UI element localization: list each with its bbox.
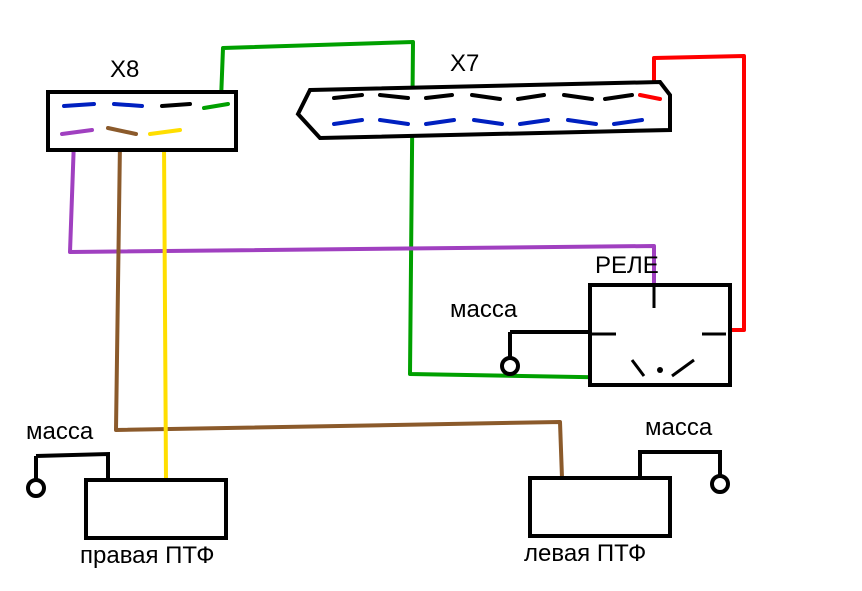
label-ground-left-fog: масса <box>645 414 712 442</box>
connector-x8 <box>48 92 236 150</box>
ground-left-fog <box>640 452 728 492</box>
diagram-svg <box>0 0 862 591</box>
wire-green <box>221 42 638 384</box>
label-x7: X7 <box>450 50 479 78</box>
relay-block <box>590 285 730 385</box>
label-ground-right-fog: масса <box>26 418 93 446</box>
ground-right-fog <box>28 454 108 496</box>
ground-relay <box>502 332 590 374</box>
connector-x7 <box>298 82 670 138</box>
label-relay: РЕЛЕ <box>595 252 659 280</box>
fog-right-block <box>86 480 226 538</box>
label-left-fog: левая ПТФ <box>524 540 646 568</box>
label-right-fog: правая ПТФ <box>80 542 215 570</box>
fog-left-block <box>530 478 670 536</box>
wire-yellow <box>164 142 166 480</box>
wiring-diagram-canvas: X8 X7 РЕЛЕ масса масса масса правая ПТФ … <box>0 0 862 591</box>
wire-purple <box>70 140 654 284</box>
wire-red <box>654 56 744 330</box>
label-x8: X8 <box>110 56 139 84</box>
label-ground-relay: масса <box>450 296 517 324</box>
